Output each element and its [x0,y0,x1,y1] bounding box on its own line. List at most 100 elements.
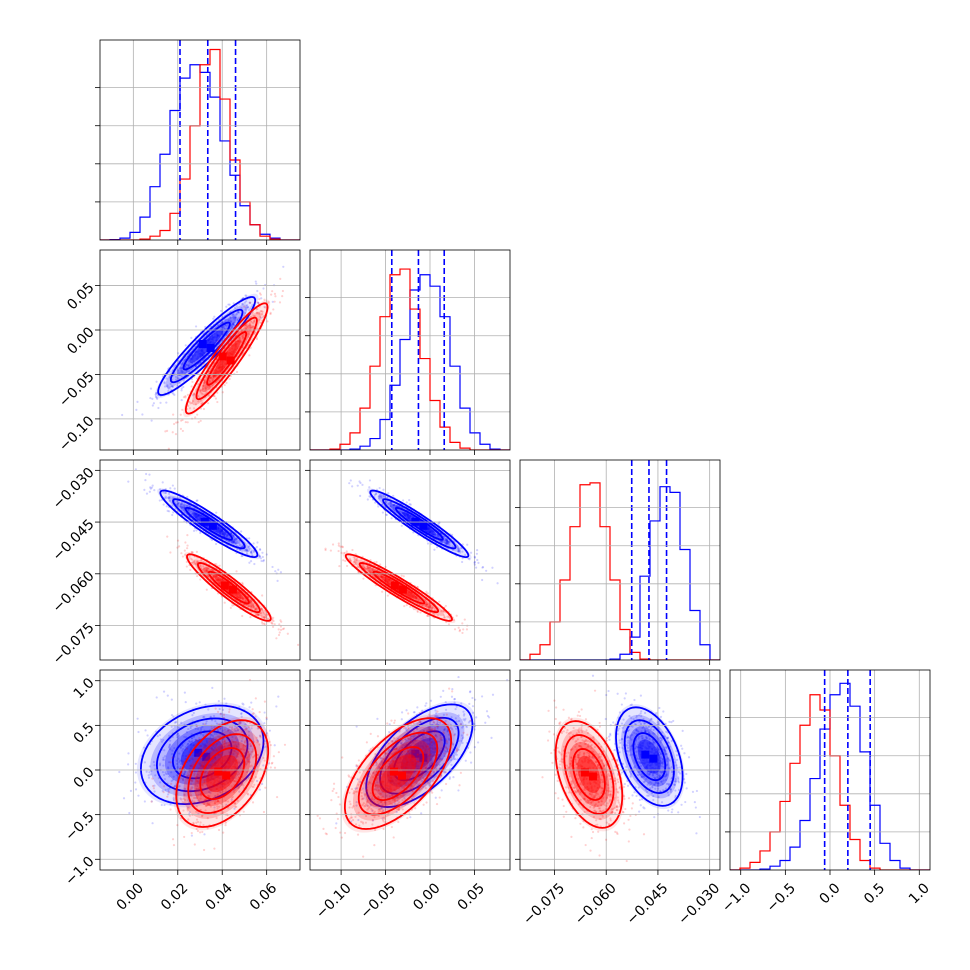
scatter-point [427,605,430,608]
scatter-point [214,707,217,710]
scatter-point [190,385,193,388]
scatter-point [281,289,285,293]
scatter-point [175,500,178,503]
scatter-point [190,733,193,736]
scatter-point [235,570,238,573]
scatter-point [457,550,460,553]
panel-1-1 [305,249,511,455]
scatter-point [174,507,177,510]
scatter-point [395,504,398,508]
scatter-point [172,775,175,778]
scatter-point [179,505,182,508]
scatter-point [144,729,147,732]
scatter-point [249,605,253,608]
scatter-point [191,561,194,564]
scatter-point [388,501,391,504]
scatter-point [261,622,264,625]
scatter-point [177,736,180,739]
scatter-point [199,531,202,535]
scatter-point [445,539,448,542]
scatter-point [249,333,252,336]
scatter-point [258,734,262,737]
scatter-point [166,384,169,387]
scatter-point [283,743,287,746]
scatter-point [173,393,176,396]
scatter-point [282,627,286,630]
scatter-point [263,722,266,725]
scatter-point [208,385,211,389]
scatter-point [197,421,200,424]
scatter-point [248,544,251,548]
scatter-point [249,616,252,619]
scatter-point [261,312,264,315]
scatter-point [176,376,179,380]
scatter-point [176,502,180,505]
scatter-point [188,400,191,403]
scatter-point [158,499,161,502]
scatter-point [402,499,405,502]
scatter-point [172,843,176,847]
scatter-point [238,790,241,793]
scatter-point [237,743,240,746]
plot-area [324,479,499,635]
scatter-point [378,497,381,500]
scatter-point [258,318,261,321]
scatter-point [257,301,260,305]
scatter-point [260,297,263,300]
scatter-point [457,548,460,551]
scatter-point [256,307,259,310]
scatter-point [202,387,205,390]
scatter-point [135,408,138,411]
scatter-point [337,544,340,547]
scatter-point [232,336,235,340]
scatter-point [241,554,244,557]
scatter-point [402,575,405,578]
scatter-point [271,622,274,625]
density-peak-red [226,356,235,365]
scatter-point [444,543,447,546]
scatter-point [148,771,151,774]
scatter-point [162,773,166,777]
scatter-point [374,501,377,504]
scatter-point [208,380,212,383]
scatter-point [216,400,219,404]
scatter-point [154,395,158,398]
scatter-point [212,574,215,577]
scatter-point [264,615,267,618]
scatter-point [176,766,179,769]
scatter-point [217,324,220,327]
scatter-point [250,604,253,607]
scatter-point [231,326,234,329]
scatter-point [224,318,227,321]
scatter-point [164,497,167,500]
scatter-point [343,551,346,555]
scatter-point [428,604,431,607]
scatter-point [240,530,243,533]
scatter-point [199,578,202,581]
scatter-point [260,607,263,610]
scatter-point [384,501,388,504]
scatter-point [159,401,162,404]
scatter-point [371,573,374,576]
scatter-point [303,724,305,726]
scatter-point [366,566,369,569]
scatter-point [445,541,448,544]
scatter-point [199,565,202,568]
scatter-point [231,323,235,326]
scatter-point [240,712,243,715]
y-tick-label: 0.05 [64,280,97,313]
scatter-point [358,480,361,483]
scatter-point [192,375,196,378]
scatter-point [233,321,236,324]
scatter-point [261,615,265,618]
scatter-point [459,551,462,554]
x-tick-label: 0.02 [158,880,191,913]
scatter-point [199,389,202,393]
scatter-point [232,540,235,544]
scatter-point [231,539,234,542]
scatter-point [409,503,412,506]
scatter-point [158,488,162,491]
scatter-point [425,603,428,606]
scatter-point [473,561,476,564]
